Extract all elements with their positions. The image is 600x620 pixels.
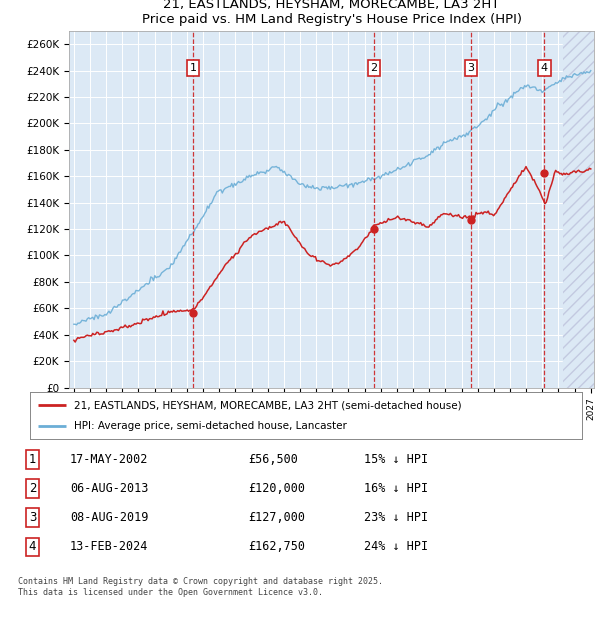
Text: 24% ↓ HPI: 24% ↓ HPI: [364, 541, 428, 554]
Text: 23% ↓ HPI: 23% ↓ HPI: [364, 512, 428, 525]
Text: 15% ↓ HPI: 15% ↓ HPI: [364, 453, 428, 466]
Text: £162,750: £162,750: [248, 541, 305, 554]
Title: 21, EASTLANDS, HEYSHAM, MORECAMBE, LA3 2HT
Price paid vs. HM Land Registry's Hou: 21, EASTLANDS, HEYSHAM, MORECAMBE, LA3 2…: [142, 0, 521, 25]
Text: 2: 2: [370, 63, 377, 73]
Text: 3: 3: [29, 512, 36, 525]
Text: 21, EASTLANDS, HEYSHAM, MORECAMBE, LA3 2HT (semi-detached house): 21, EASTLANDS, HEYSHAM, MORECAMBE, LA3 2…: [74, 401, 462, 410]
Text: 17-MAY-2002: 17-MAY-2002: [70, 453, 148, 466]
Text: £127,000: £127,000: [248, 512, 305, 525]
Text: 08-AUG-2019: 08-AUG-2019: [70, 512, 148, 525]
Text: 13-FEB-2024: 13-FEB-2024: [70, 541, 148, 554]
Text: 4: 4: [29, 541, 36, 554]
Text: 1: 1: [190, 63, 196, 73]
Text: HPI: Average price, semi-detached house, Lancaster: HPI: Average price, semi-detached house,…: [74, 421, 347, 431]
Text: 06-AUG-2013: 06-AUG-2013: [70, 482, 148, 495]
Text: 3: 3: [467, 63, 475, 73]
Text: 4: 4: [541, 63, 548, 73]
Text: 2: 2: [29, 482, 36, 495]
Text: Contains HM Land Registry data © Crown copyright and database right 2025.
This d: Contains HM Land Registry data © Crown c…: [18, 577, 383, 597]
Bar: [563, 31, 596, 388]
Bar: [563, 31, 596, 388]
Text: 16% ↓ HPI: 16% ↓ HPI: [364, 482, 428, 495]
Text: £120,000: £120,000: [248, 482, 305, 495]
Text: 1: 1: [29, 453, 36, 466]
Text: £56,500: £56,500: [248, 453, 298, 466]
